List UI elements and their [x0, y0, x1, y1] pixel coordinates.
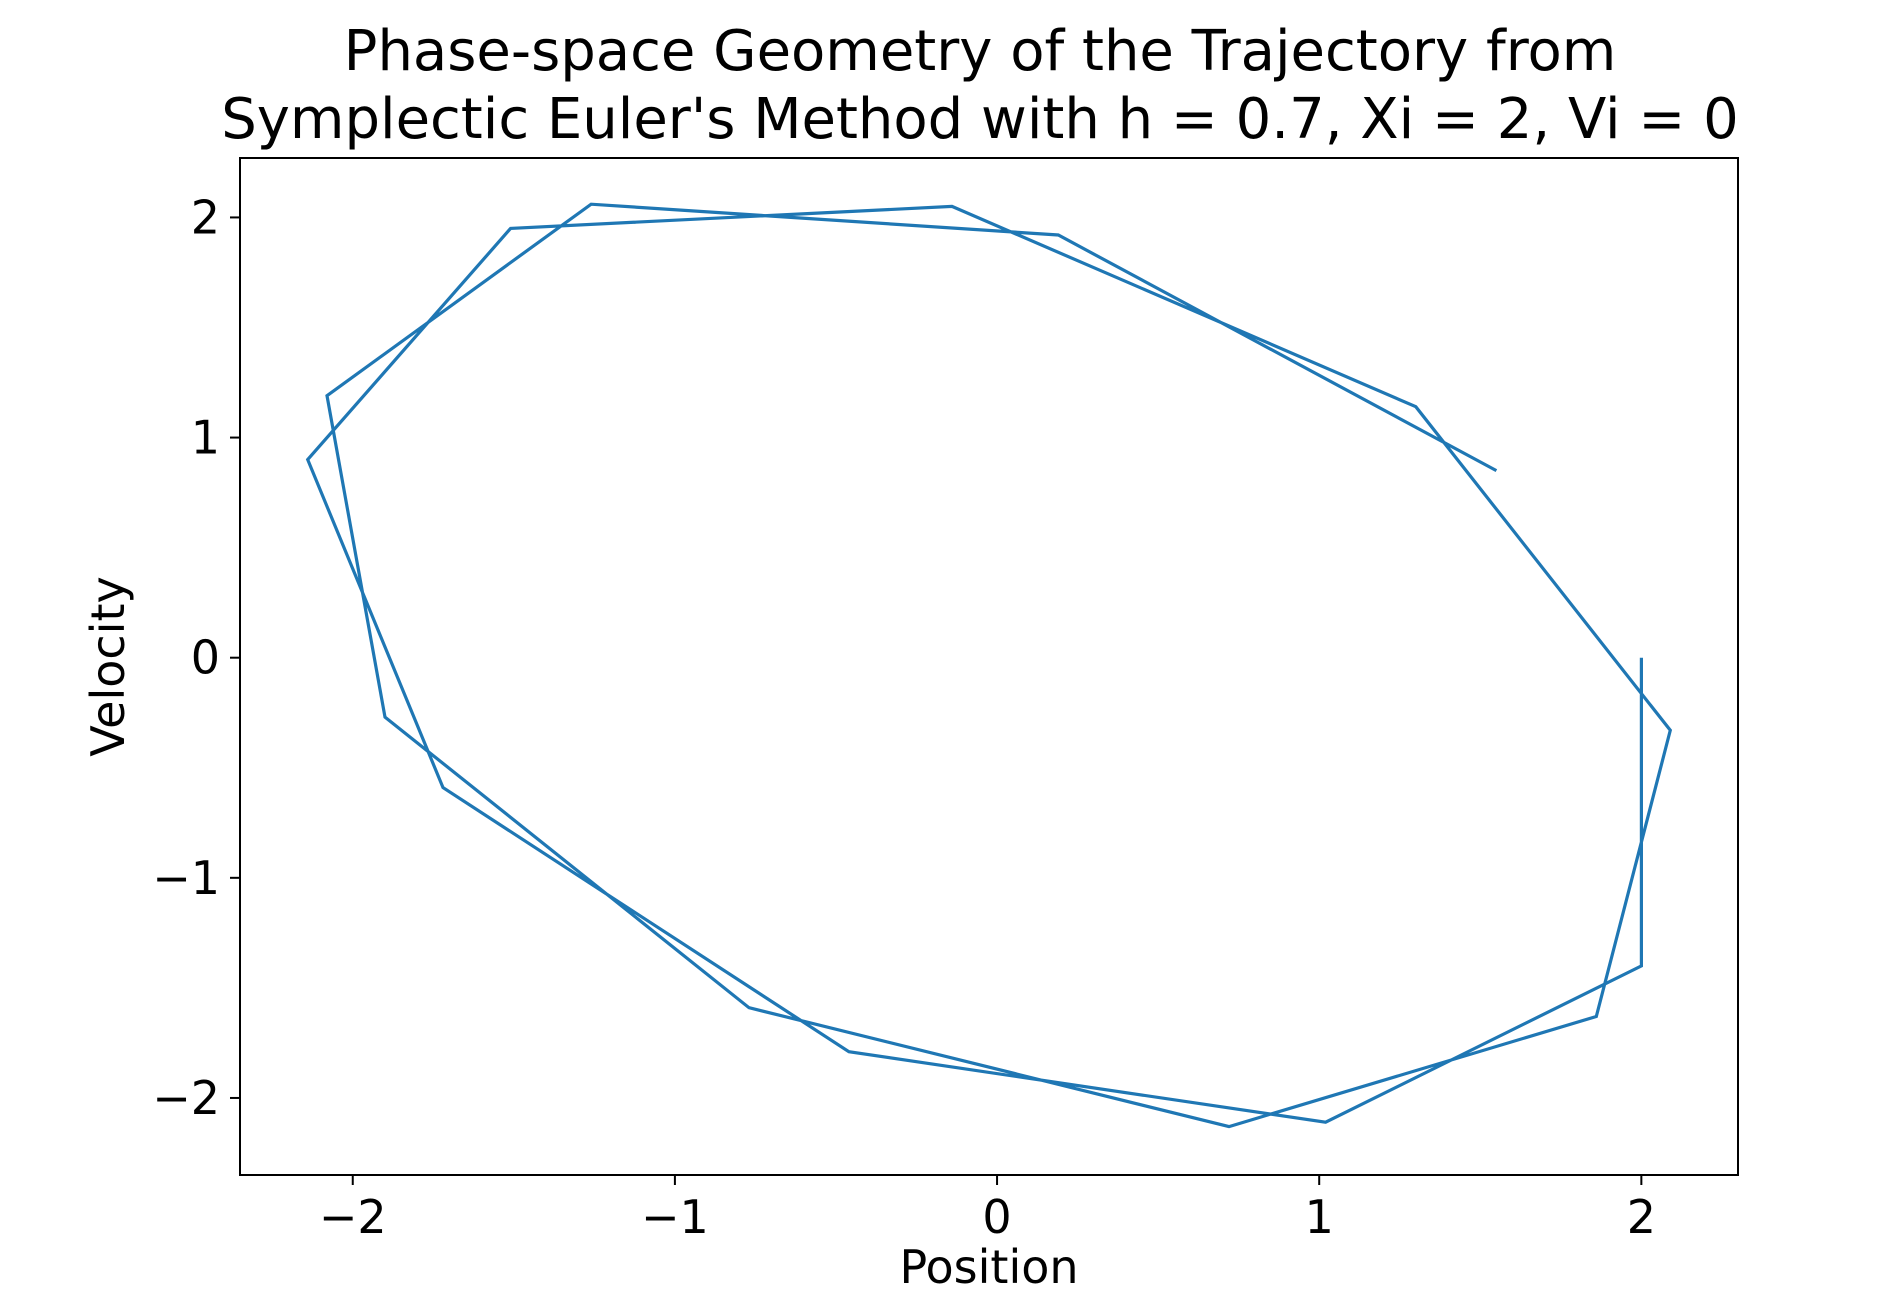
trajectory-line [305, 202, 1673, 1129]
x-tick-label: 2 [1627, 1190, 1656, 1244]
chart-title-line-1: Phase-space Geometry of the Trajectory f… [344, 19, 1617, 84]
plot-area [239, 157, 1739, 1176]
x-axis-label: Position [899, 1240, 1078, 1294]
y-tick-label: 1 [191, 411, 220, 465]
y-tick-label: −2 [152, 1071, 220, 1125]
x-tick-label: −2 [319, 1190, 387, 1244]
plot-frame [239, 157, 1739, 1176]
x-tick-label: 1 [1305, 1190, 1334, 1244]
y-axis-label: Velocity [81, 576, 135, 756]
x-tick-label: 0 [982, 1190, 1011, 1244]
y-tick-label: 0 [191, 631, 220, 685]
y-tick-label: 2 [191, 190, 220, 244]
chart-title-line-2: Symplectic Euler's Method with h = 0.7, … [221, 87, 1739, 152]
x-axis: −2 −1 0 1 2 [319, 1175, 1656, 1244]
x-tick-label: −1 [641, 1190, 709, 1244]
chart-title: Phase-space Geometry of the Trajectory f… [221, 19, 1739, 152]
y-tick-label: −1 [152, 851, 220, 905]
y-axis: −2 −1 0 1 2 [152, 190, 240, 1125]
